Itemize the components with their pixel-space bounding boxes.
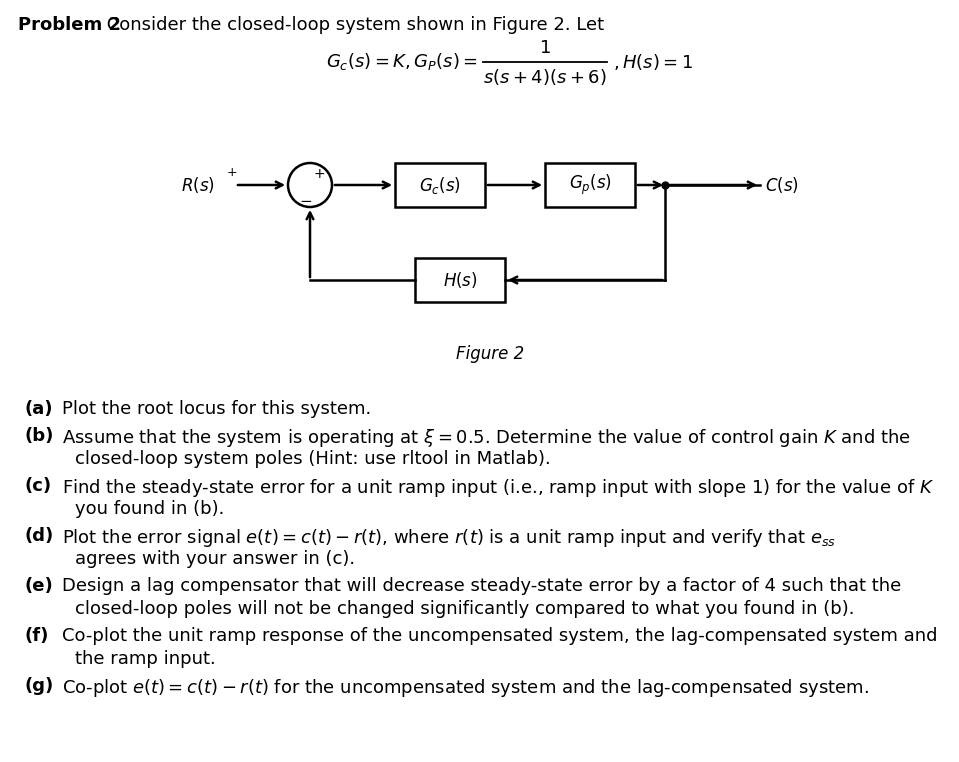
Text: closed-loop system poles (Hint: use rltool in Matlab).: closed-loop system poles (Hint: use rlto… — [75, 450, 550, 468]
Text: Assume that the system is operating at $\xi = 0.5$. Determine the value of contr: Assume that the system is operating at $… — [62, 427, 911, 449]
Text: agrees with your answer in (c).: agrees with your answer in (c). — [75, 550, 355, 568]
FancyBboxPatch shape — [395, 163, 485, 207]
Text: (e): (e) — [25, 577, 54, 595]
Text: −: − — [299, 194, 313, 209]
Text: $G_c(s) = K, G_P(s) =$: $G_c(s) = K, G_P(s) =$ — [326, 52, 478, 72]
Text: (b): (b) — [25, 427, 55, 445]
Text: Plot the root locus for this system.: Plot the root locus for this system. — [62, 400, 371, 418]
Text: $, H(s) = 1$: $, H(s) = 1$ — [613, 52, 693, 72]
Text: (g): (g) — [25, 677, 55, 695]
Text: (a): (a) — [25, 400, 54, 418]
Text: (f): (f) — [25, 627, 49, 645]
Text: closed-loop poles will not be changed significantly compared to what you found i: closed-loop poles will not be changed si… — [75, 600, 854, 618]
Text: Find the steady-state error for a unit ramp input (i.e., ramp input with slope 1: Find the steady-state error for a unit r… — [62, 477, 934, 499]
FancyBboxPatch shape — [415, 258, 505, 302]
Text: (c): (c) — [25, 477, 52, 495]
Text: $s(s + 4)(s + 6)$: $s(s + 4)(s + 6)$ — [483, 67, 607, 87]
Text: you found in (b).: you found in (b). — [75, 500, 224, 518]
Text: Problem 2: Problem 2 — [18, 16, 121, 34]
Text: $C(s)$: $C(s)$ — [765, 175, 799, 195]
Text: Consider the closed-loop system shown in Figure 2. Let: Consider the closed-loop system shown in… — [101, 16, 604, 34]
FancyBboxPatch shape — [545, 163, 635, 207]
Text: +: + — [226, 165, 237, 178]
Text: Plot the error signal $e(t) = c(t) - r(t)$, where $r(t)$ is a unit ramp input an: Plot the error signal $e(t) = c(t) - r(t… — [62, 527, 836, 549]
Text: $H(s)$: $H(s)$ — [443, 270, 478, 290]
Text: the ramp input.: the ramp input. — [75, 650, 216, 668]
Text: $R(s)$: $R(s)$ — [181, 175, 215, 195]
Text: $G_p(s)$: $G_p(s)$ — [569, 173, 612, 197]
Text: Design a lag compensator that will decrease steady-state error by a factor of 4 : Design a lag compensator that will decre… — [62, 577, 901, 595]
Text: Co-plot $e(t) = c(t) - r(t)$ for the uncompensated system and the lag-compensate: Co-plot $e(t) = c(t) - r(t)$ for the unc… — [62, 677, 869, 699]
Text: (d): (d) — [25, 527, 55, 545]
Text: $G_c(s)$: $G_c(s)$ — [419, 174, 461, 196]
Text: +: + — [314, 167, 325, 181]
Text: Co-plot the unit ramp response of the uncompensated system, the lag-compensated : Co-plot the unit ramp response of the un… — [62, 627, 938, 645]
Text: $1$: $1$ — [539, 39, 550, 57]
Text: Figure 2: Figure 2 — [456, 345, 525, 363]
